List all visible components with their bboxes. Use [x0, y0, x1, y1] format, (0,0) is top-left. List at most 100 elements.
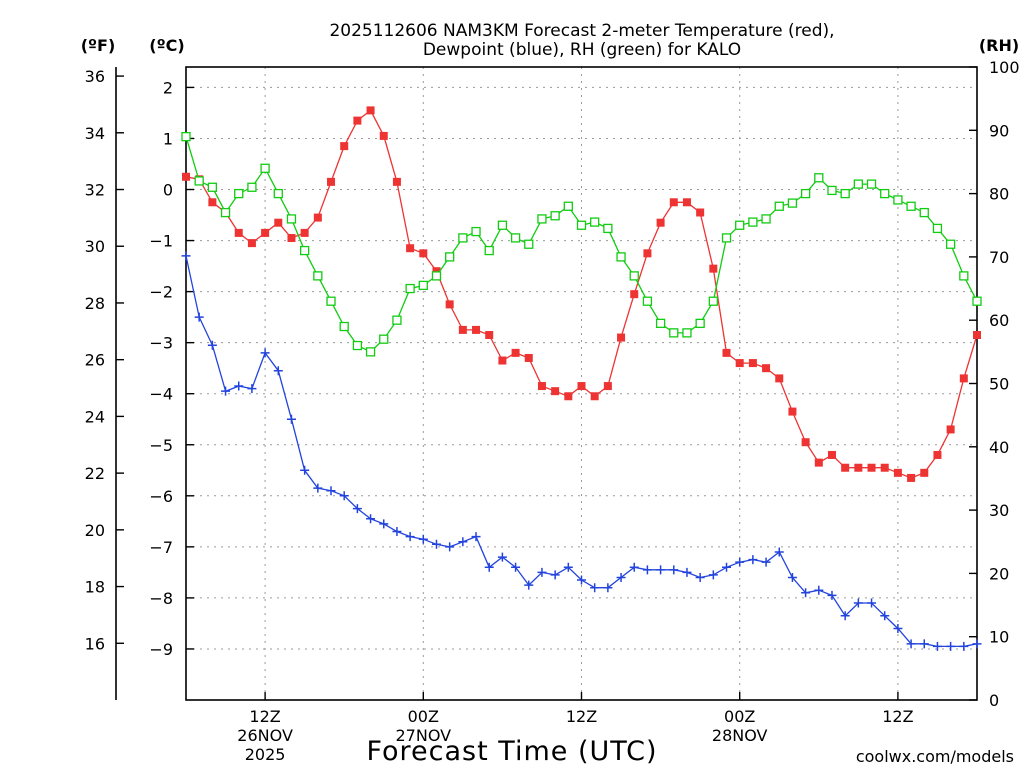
rh-point-35 [642, 296, 653, 306]
rh-point-42 [735, 220, 745, 230]
c-tick-label-5: −4 [149, 385, 173, 404]
rh-point-0 [181, 131, 191, 142]
f-tick-label-0: 16 [85, 634, 105, 653]
temperature-point-24 [498, 356, 507, 365]
rh-point-3 [220, 207, 231, 218]
rh-point-37 [669, 328, 679, 338]
dewpoint-point-7 [273, 366, 283, 376]
dewpoint-point-42 [735, 557, 745, 567]
temperature-point-29 [564, 392, 573, 401]
dewpoint-point-32 [603, 583, 613, 593]
temperature-point-21 [458, 325, 467, 334]
temperature-point-6 [261, 228, 270, 237]
temperature-point-22 [472, 325, 481, 334]
rh-point-54 [893, 195, 903, 205]
rh-tick-label-6: 60 [989, 311, 1009, 330]
temperature-point-55 [907, 473, 916, 482]
rh-tick-label-0: 0 [989, 691, 999, 710]
dewpoint-point-28 [550, 570, 560, 580]
dewpoint-point-31 [590, 583, 600, 593]
temperature-point-59 [959, 374, 968, 383]
fahrenheit-axis-label: (ºF) [81, 36, 116, 55]
temperature-point-45 [775, 374, 784, 383]
temperature-point-41 [722, 348, 731, 357]
data-series [181, 106, 982, 651]
chart-title-line-1: 2025112606 NAM3KM Forecast 2-meter Tempe… [329, 21, 834, 41]
rh-point-46 [787, 198, 798, 208]
temperature-point-18 [419, 249, 428, 258]
temperature-point-16 [392, 177, 401, 186]
c-tick-label-2: −7 [149, 538, 173, 557]
rh-point-13 [352, 340, 363, 351]
rh-point-59 [959, 271, 969, 281]
dewpoint-point-16 [392, 527, 402, 537]
f-tick-label-9: 34 [85, 124, 105, 143]
dewpoint-point-40 [708, 570, 718, 580]
rh-point-31 [590, 217, 600, 227]
rh-point-28 [550, 211, 560, 221]
dewpoint-point-57 [932, 641, 942, 651]
temperature-point-42 [735, 359, 744, 368]
temperature-point-35 [643, 249, 652, 258]
rh-point-27 [537, 214, 547, 224]
rh-point-22 [471, 226, 481, 237]
dewpoint-point-23 [484, 562, 494, 572]
f-tick-label-4: 24 [85, 407, 105, 426]
dewpoint-point-35 [642, 565, 652, 575]
dewpoint-point-58 [946, 641, 956, 651]
dewpoint-series [181, 251, 982, 651]
dewpoint-point-37 [669, 565, 679, 575]
rh-point-11 [326, 296, 336, 306]
f-tick-label-7: 30 [85, 237, 105, 256]
dewpoint-point-60 [972, 639, 982, 649]
temperature-point-57 [933, 450, 942, 459]
celsius-axis: −9 −8 −7 −6 −5 −4 −3 −2 −1 0 1 2 [149, 78, 194, 659]
rh-point-45 [774, 201, 784, 211]
dewpoint-point-55 [906, 639, 916, 649]
temperature-point-56 [920, 468, 929, 477]
dewpoint-point-59 [959, 641, 969, 651]
dewpoint-point-54 [893, 624, 903, 634]
dewpoint-point-53 [880, 611, 890, 621]
temperature-point-33 [617, 333, 626, 342]
temperature-point-14 [366, 106, 375, 115]
dewpoint-point-56 [919, 639, 929, 649]
rh-point-50 [840, 188, 850, 199]
dewpoint-point-38 [682, 567, 692, 577]
temperature-point-19 [432, 267, 441, 276]
rh-point-21 [458, 233, 468, 243]
dewpoint-point-20 [445, 542, 455, 552]
dewpoint-point-19 [431, 539, 441, 549]
dewpoint-point-13 [352, 504, 362, 514]
rh-tick-label-3: 30 [989, 501, 1009, 520]
temperature-point-34 [630, 290, 639, 299]
rh-point-23 [484, 245, 494, 256]
temperature-point-40 [709, 264, 718, 273]
temperature-point-58 [946, 425, 955, 434]
f-tick-label-6: 28 [85, 294, 105, 313]
dewpoint-point-39 [695, 572, 705, 582]
x-tick-label-2-0: 12Z [566, 707, 597, 726]
temperature-point-25 [511, 348, 520, 357]
temperature-point-31 [590, 392, 599, 401]
f-tick-label-1: 18 [85, 578, 105, 597]
temperature-point-46 [788, 407, 797, 416]
rh-point-43 [748, 217, 758, 227]
rh-point-15 [379, 334, 389, 344]
dewpoint-point-22 [471, 532, 481, 542]
f-tick-label-2: 20 [85, 521, 105, 540]
temperature-point-13 [353, 116, 362, 125]
rh-point-29 [563, 201, 573, 211]
temperature-point-48 [814, 458, 823, 467]
temperature-point-53 [880, 463, 889, 472]
rh-point-60 [972, 296, 982, 306]
rh-point-33 [616, 252, 626, 262]
dewpoint-point-6 [260, 348, 270, 358]
temperature-point-2 [208, 198, 217, 207]
rh-tick-label-2: 20 [989, 564, 1009, 583]
rh-point-18 [418, 280, 428, 291]
temperature-point-7 [274, 218, 283, 227]
rh-point-19 [431, 271, 442, 281]
dewpoint-point-11 [326, 486, 336, 496]
dewpoint-point-49 [827, 590, 837, 600]
